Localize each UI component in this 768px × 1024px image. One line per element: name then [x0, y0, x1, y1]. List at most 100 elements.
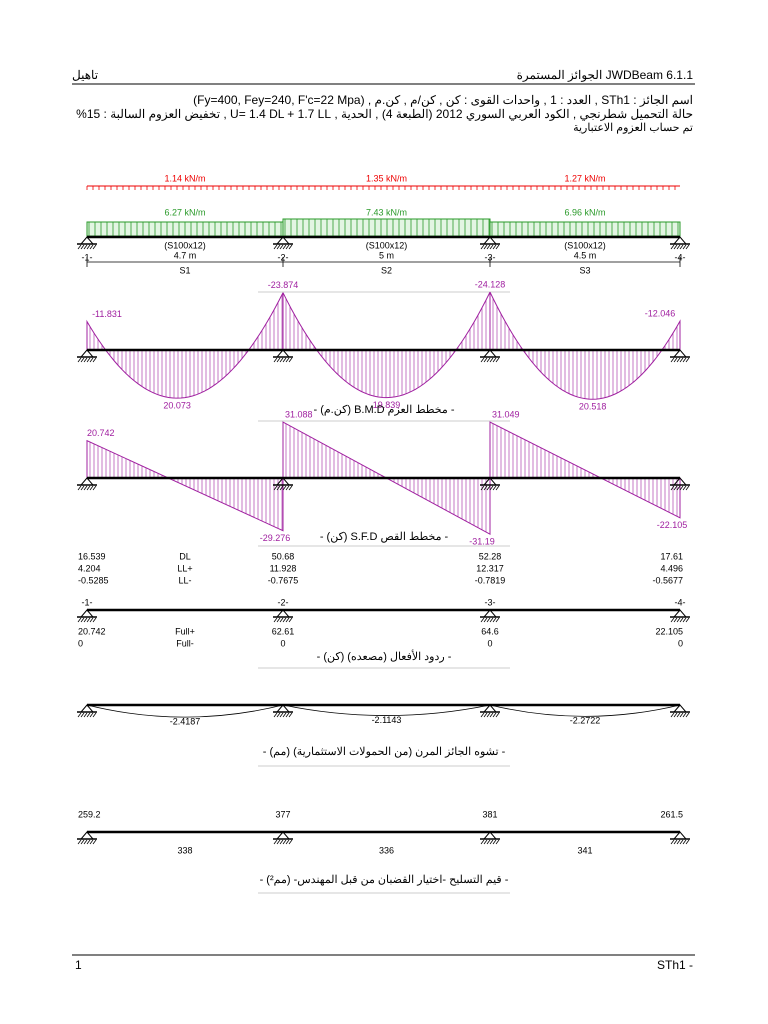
- support-hatch: [480, 839, 485, 845]
- support-hatch: [282, 244, 287, 250]
- span-name: S2: [381, 265, 392, 275]
- support-hatch: [77, 357, 82, 363]
- support-hatch: [282, 839, 287, 845]
- support-hatch: [89, 485, 94, 491]
- support-hatch: [489, 617, 494, 623]
- support-hatch: [670, 357, 675, 363]
- support-hatch: [682, 357, 687, 363]
- support-hatch: [279, 485, 284, 491]
- support-hatch: [679, 357, 684, 363]
- caption: - تشوه الجائز المرن (من الحمولات الاستثم…: [262, 746, 506, 758]
- support-hatch: [92, 617, 97, 623]
- support-hatch: [89, 712, 94, 718]
- shear-label: -29.276: [260, 533, 291, 543]
- support-hatch: [486, 357, 491, 363]
- support-hatch: [86, 839, 91, 845]
- support-hatch: [676, 839, 681, 845]
- footer-right: STh1 -: [656, 958, 693, 972]
- support-hatch: [673, 485, 678, 491]
- support-hatch: [282, 485, 287, 491]
- support-hatch: [77, 712, 82, 718]
- moment-label: -24.128: [475, 279, 506, 289]
- support-label: -4-: [675, 597, 686, 607]
- info-line: اسم الجائز : STh1 , العدد : 1 , واحدات ا…: [193, 93, 693, 107]
- support-hatch: [483, 617, 488, 623]
- deflection-label: -2.4187: [170, 716, 201, 726]
- support-hatch: [483, 712, 488, 718]
- steel-top: 381: [482, 809, 497, 819]
- caption: - ردود الأفعال (مصعده) (كن) -: [316, 651, 452, 663]
- support-hatch: [86, 617, 91, 623]
- reaction-value: 11.928: [270, 563, 297, 573]
- support-hatch: [679, 485, 684, 491]
- steel-bottom: 341: [577, 845, 592, 855]
- support-hatch: [86, 244, 91, 250]
- support-hatch: [80, 839, 85, 845]
- support-hatch: [483, 839, 488, 845]
- load-case: Full-: [176, 638, 194, 648]
- moment-label: 19.839: [373, 400, 401, 410]
- moment-label: 20.518: [579, 402, 607, 412]
- support-hatch: [676, 712, 681, 718]
- support-hatch: [489, 244, 494, 250]
- support-hatch: [273, 357, 278, 363]
- support-hatch: [486, 485, 491, 491]
- reaction-value: 52.28: [479, 551, 502, 561]
- support-label: -3-: [485, 597, 496, 607]
- footer-left: 1: [75, 958, 82, 972]
- deflected-shape: [282, 704, 491, 716]
- support-hatch: [285, 357, 290, 363]
- support-hatch: [492, 357, 497, 363]
- load-label: 7.43 kN/m: [366, 207, 407, 217]
- support-hatch: [80, 357, 85, 363]
- support-hatch: [279, 839, 284, 845]
- support-hatch: [86, 712, 91, 718]
- support-hatch: [483, 244, 488, 250]
- support-hatch: [282, 712, 287, 718]
- reaction-value: -0.7819: [475, 575, 506, 585]
- support-hatch: [480, 712, 485, 718]
- support-hatch: [676, 617, 681, 623]
- load-block: [489, 221, 681, 237]
- support-hatch: [670, 244, 675, 250]
- steel-top: 261.5: [660, 809, 683, 819]
- length-label: 5 m: [379, 250, 394, 260]
- support-hatch: [673, 839, 678, 845]
- support-hatch: [279, 244, 284, 250]
- header-left: تاهيل: [72, 68, 99, 82]
- support-hatch: [670, 712, 675, 718]
- reaction-value: 0: [678, 638, 683, 648]
- support-hatch: [480, 617, 485, 623]
- support-hatch: [86, 485, 91, 491]
- support-hatch: [77, 485, 82, 491]
- moment-label: -23.874: [268, 280, 299, 290]
- reaction-value: 17.61: [660, 551, 683, 561]
- load-label: 1.35 kN/m: [366, 173, 407, 183]
- support-hatch: [92, 244, 97, 250]
- support-hatch: [486, 712, 491, 718]
- support-hatch: [486, 839, 491, 845]
- support-hatch: [495, 357, 500, 363]
- reaction-value: -0.5677: [652, 575, 683, 585]
- support-hatch: [486, 244, 491, 250]
- support-hatch: [282, 617, 287, 623]
- support-hatch: [273, 617, 278, 623]
- shear-diagram: [489, 421, 681, 519]
- deflected-shape: [86, 704, 284, 718]
- reaction-value: -0.7675: [268, 575, 299, 585]
- support-label: -2-: [278, 252, 289, 262]
- reaction-value: 50.68: [272, 551, 295, 561]
- shear-label: -31.19: [469, 537, 495, 547]
- support-hatch: [83, 617, 88, 623]
- support-hatch: [679, 617, 684, 623]
- support-hatch: [492, 244, 497, 250]
- length-label: 4.5 m: [574, 250, 597, 260]
- caption: - مخطط القص S.F.D (كن) -: [319, 531, 449, 543]
- support-hatch: [480, 357, 485, 363]
- reaction-value: 4.204: [78, 563, 101, 573]
- support-hatch: [288, 357, 293, 363]
- caption: - مخطط العزم B.M.D (كن.م) -: [313, 404, 455, 416]
- reaction-value: 20.742: [78, 626, 106, 636]
- support-hatch: [673, 244, 678, 250]
- support-hatch: [495, 244, 500, 250]
